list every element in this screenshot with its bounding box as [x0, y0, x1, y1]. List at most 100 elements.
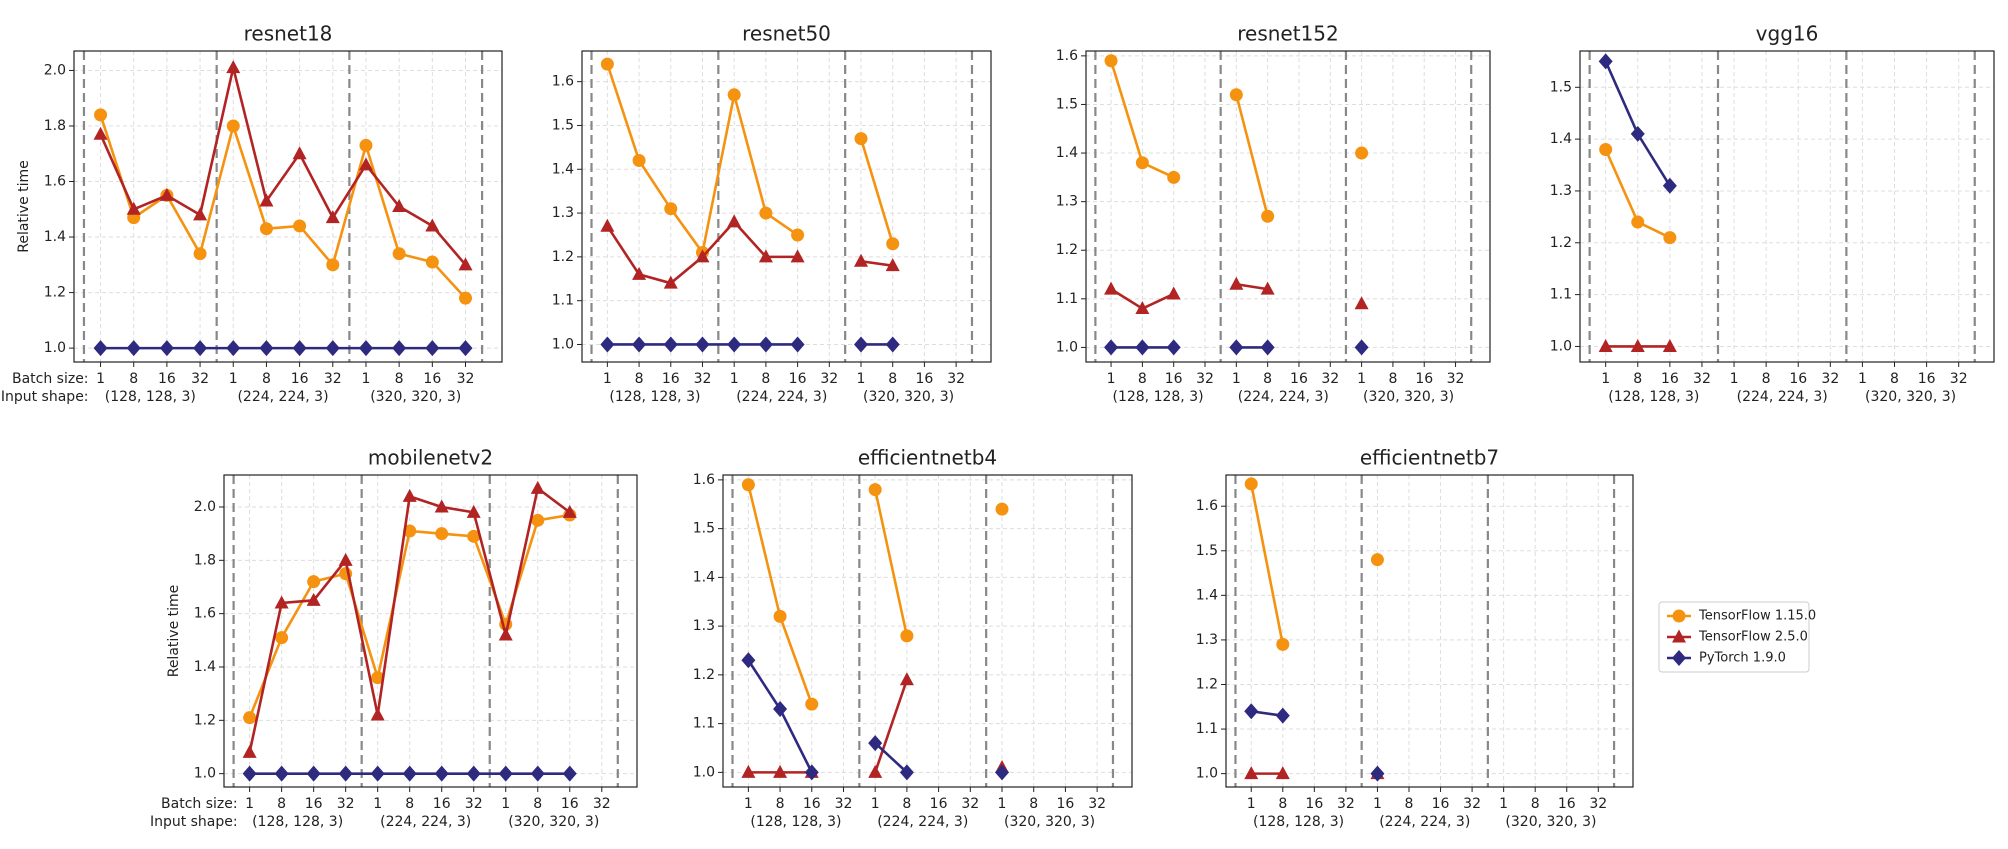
data-point: [1630, 338, 1645, 352]
data-point: [1260, 339, 1275, 356]
x-tick-label: 1: [362, 371, 371, 387]
x-tick-label: 8: [277, 796, 286, 812]
y-tick-label: 1.5: [1196, 543, 1218, 559]
group-label: (128, 128, 3): [1112, 389, 1203, 405]
data-point: [1166, 286, 1181, 300]
data-point: [402, 765, 417, 782]
data-point: [434, 499, 449, 513]
legend-frame: [1658, 601, 1810, 673]
y-tick-label: 1.0: [1056, 339, 1078, 355]
x-tick-label: 1: [373, 796, 382, 812]
x-tick-label: 32: [694, 371, 712, 387]
data-point: [292, 340, 307, 357]
group-label: (320, 320, 3): [1363, 389, 1454, 405]
data-point: [1135, 156, 1149, 170]
legend-marker: [1672, 629, 1686, 643]
x-tick-label: 8: [262, 371, 271, 387]
y-tick-label: 1.2: [552, 249, 574, 265]
data-point: [458, 257, 473, 271]
x-tick-label: 1: [1107, 371, 1116, 387]
y-tick-label: 1.0: [44, 340, 66, 356]
y-tick-label: 1.4: [1550, 131, 1572, 147]
data-point: [1599, 142, 1613, 156]
x-tick-label: 16: [433, 796, 451, 812]
data-point: [307, 575, 321, 589]
data-point: [741, 652, 756, 669]
y-tick-label: 1.3: [1196, 632, 1218, 648]
x-tick-label: 32: [961, 796, 979, 812]
x-tick-label: 8: [395, 371, 404, 387]
data-point: [292, 146, 307, 160]
x-tick-label: 1: [744, 796, 753, 812]
data-point: [159, 187, 174, 201]
data-point: [1244, 703, 1259, 720]
data-point: [759, 206, 773, 220]
x-tick-label: 32: [1950, 371, 1968, 387]
data-point: [791, 228, 805, 242]
legend-label: TensorFlow 2.5.0: [1698, 630, 1808, 645]
legend-label: TensorFlow 1.15.0: [1698, 609, 1816, 624]
data-point: [466, 504, 481, 518]
data-point: [466, 765, 481, 782]
data-point: [370, 765, 385, 782]
y-tick-label: 1.4: [44, 229, 66, 245]
series-line: [606, 63, 894, 256]
x-tick-label: 1: [998, 796, 1007, 812]
data-point: [1104, 339, 1119, 356]
data-point: [530, 480, 545, 494]
plot-frame: [1579, 50, 1995, 363]
data-point: [600, 218, 615, 232]
y-axis-label: Relative time: [16, 160, 32, 253]
y-tick-label: 1.0: [552, 336, 574, 352]
data-point: [695, 249, 710, 263]
x-tick-label: 16: [158, 371, 176, 387]
y-tick-label: 1.3: [552, 205, 574, 221]
data-point: [1370, 765, 1385, 782]
series-line: [99, 114, 467, 300]
chart-title: efficientnetb7: [1360, 446, 1499, 470]
data-point: [1229, 276, 1244, 290]
chart-title: vgg16: [1756, 22, 1819, 46]
data-point: [259, 193, 274, 207]
group-label: (224, 224, 3): [736, 389, 827, 405]
data-point: [370, 707, 385, 721]
group-label: (320, 320, 3): [370, 389, 461, 405]
data-point: [1598, 338, 1613, 352]
legend-marker: [1672, 609, 1686, 623]
x-tick-label: 32: [1693, 371, 1711, 387]
x-tick-label: 32: [1321, 371, 1339, 387]
x-tick-label: 16: [1432, 796, 1450, 812]
data-point: [392, 340, 407, 357]
x-tick-label: 8: [776, 796, 785, 812]
data-point: [530, 765, 545, 782]
x-tick-label: 1: [1601, 371, 1610, 387]
plot-frame: [722, 474, 1133, 788]
data-point: [790, 336, 805, 353]
data-point: [498, 627, 513, 641]
data-point: [425, 340, 440, 357]
x-tick-label: 16: [423, 371, 441, 387]
data-point: [306, 765, 321, 782]
y-tick-label: 1.4: [1196, 587, 1218, 603]
data-point: [995, 502, 1009, 516]
data-point: [1355, 146, 1369, 160]
data-point: [274, 765, 289, 782]
y-tick-label: 1.1: [1550, 287, 1572, 303]
data-point: [226, 60, 241, 74]
x-tick-label: 1: [603, 371, 612, 387]
x-tick-label: 16: [1305, 796, 1323, 812]
x-tick-label: 8: [1263, 371, 1272, 387]
x-tick-label: 1: [1357, 371, 1366, 387]
chart-title: resnet18: [244, 22, 333, 46]
y-tick-label: 1.8: [44, 118, 66, 134]
data-point: [664, 202, 678, 216]
y-tick-label: 1.3: [693, 618, 715, 634]
x-tick-label: 32: [465, 796, 483, 812]
x-tick-label: 16: [930, 796, 948, 812]
data-point: [868, 764, 883, 778]
data-point: [306, 592, 321, 606]
x-tick-label: 16: [1789, 371, 1807, 387]
plot-frame: [1225, 474, 1634, 788]
data-point: [1276, 637, 1290, 651]
y-tick-label: 1.6: [1056, 48, 1078, 64]
